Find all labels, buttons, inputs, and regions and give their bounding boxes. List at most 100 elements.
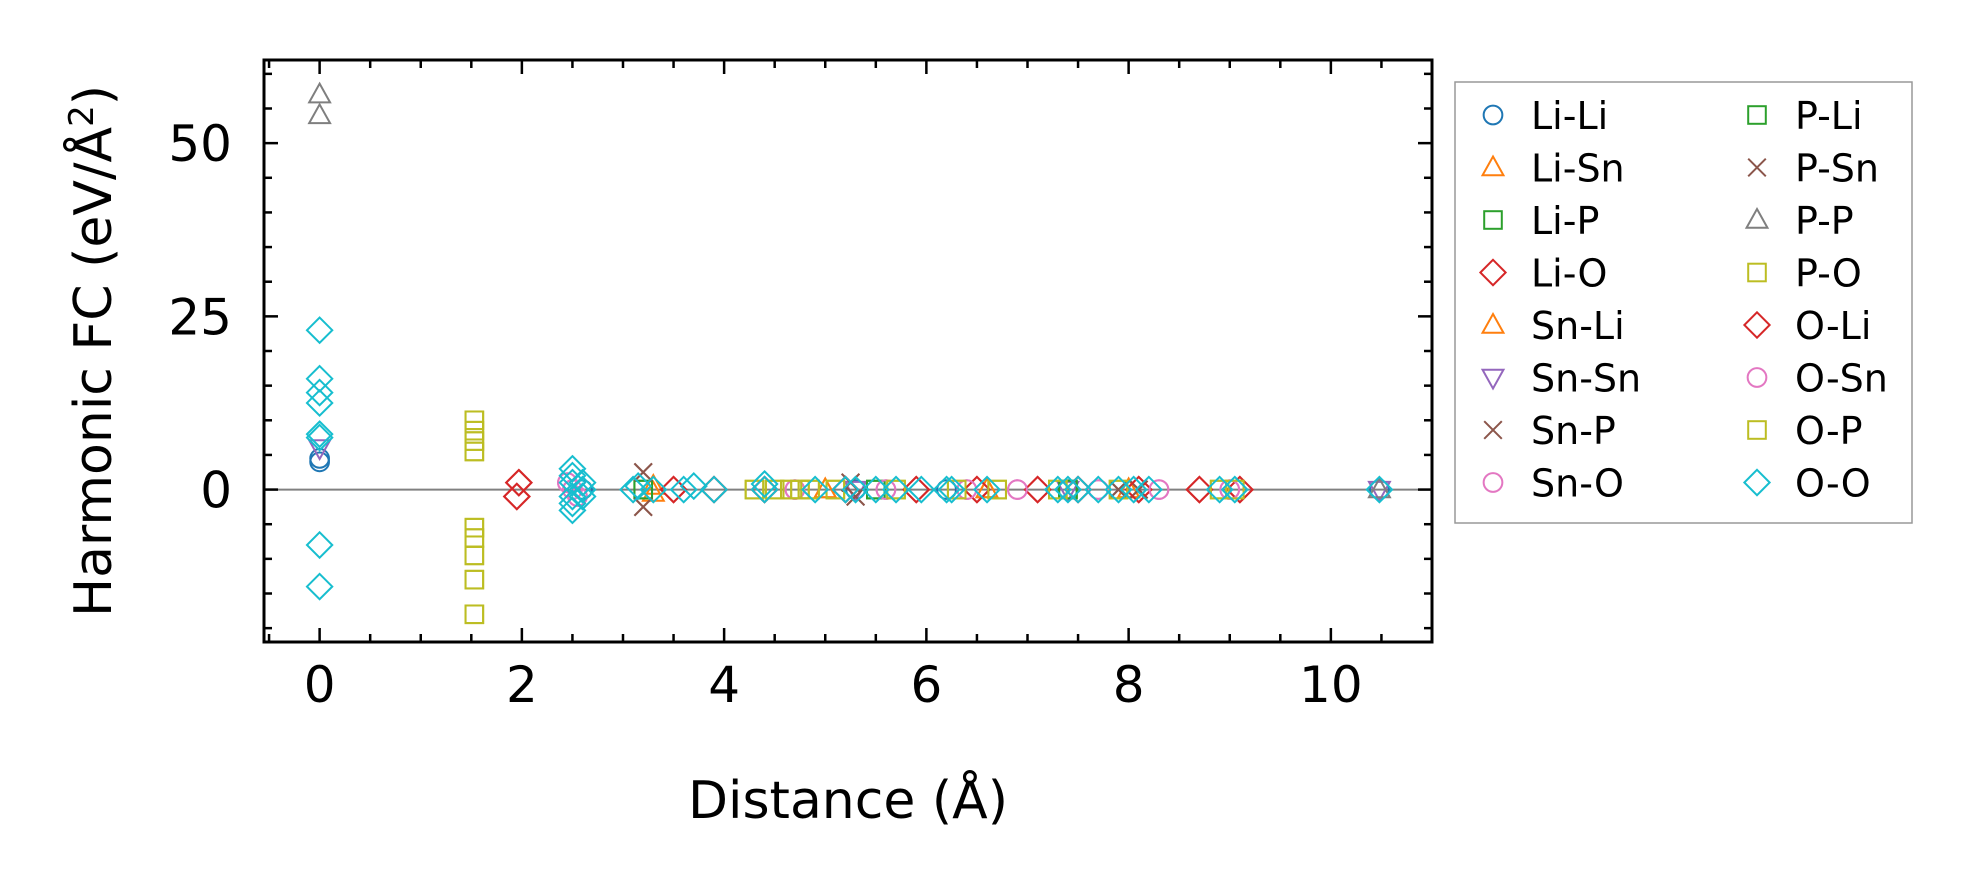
point-o-p (464, 431, 485, 451)
point-o-p (464, 569, 485, 590)
legend-marker-li-li (1482, 104, 1504, 126)
point-o-p (464, 420, 485, 441)
point-p-li (633, 479, 654, 500)
point-o-o (1134, 475, 1163, 504)
x-tick-label: 0 (304, 656, 336, 714)
axis-ticks: 0 2 4 6 8 10 0 25 50 (168, 60, 1432, 714)
legend-marker-sn-sn (1480, 368, 1506, 391)
point-o-li (1225, 475, 1254, 504)
point-o-o (639, 475, 668, 504)
legend-label-sn-p: Sn-P (1531, 409, 1616, 453)
legend-label-p-p: P-P (1795, 199, 1854, 243)
legend-label-li-li: Li-Li (1531, 94, 1608, 138)
point-o-o (305, 388, 334, 418)
point-o-p (987, 479, 1007, 500)
point-o-o (305, 572, 334, 601)
point-o-o (1053, 475, 1083, 504)
point-o-sn (1148, 479, 1170, 500)
point-o-o (1365, 475, 1394, 504)
legend-label-li-sn: Li-Sn (1531, 147, 1625, 191)
point-o-o (937, 475, 966, 504)
point-o-p (464, 604, 485, 625)
point-o-o (624, 472, 653, 501)
point-o-p (1209, 479, 1230, 500)
y-tick-label: 0 (200, 462, 232, 520)
point-o-o (831, 475, 860, 504)
point-o-o (1205, 475, 1234, 504)
point-p-o (464, 545, 485, 566)
point-p-sn (633, 462, 653, 482)
y-tick-label: 50 (168, 115, 232, 173)
point-o-o (669, 475, 698, 504)
point-o-li (962, 475, 991, 504)
legend-label-o-li: O-Li (1795, 304, 1871, 348)
point-o-o (305, 378, 334, 407)
point-o-o (1063, 475, 1093, 504)
point-p-o (464, 569, 485, 590)
legend-label-o-p: O-P (1795, 409, 1863, 453)
legend-marker-sn-li (1480, 311, 1506, 334)
point-o-sn (1087, 479, 1109, 500)
point-o-o (750, 475, 779, 504)
point-o-o (972, 475, 1002, 504)
x-tick-label: 8 (1113, 656, 1145, 714)
point-o-li (902, 475, 931, 504)
point-o-sn (875, 479, 897, 500)
legend-label-o-o: O-O (1795, 462, 1871, 506)
x-tick-label: 4 (708, 656, 740, 714)
x-axis-label: Distance (Å) (688, 769, 1008, 831)
scatter-marks (305, 81, 1394, 625)
point-p-o (464, 420, 485, 441)
point-o-li (1124, 475, 1153, 504)
legend-label-sn-o: Sn-O (1531, 462, 1624, 506)
series-o-p (464, 410, 1245, 625)
point-o-sn (956, 479, 978, 500)
point-o-li (1023, 475, 1052, 504)
series-p-o (464, 410, 1245, 625)
point-o-p (464, 545, 485, 566)
point-o-sn (1007, 479, 1028, 500)
legend-marker-p-sn (1747, 157, 1767, 178)
legend-marker-li-p (1483, 210, 1503, 230)
point-p-li (1058, 479, 1078, 500)
point-o-o (568, 482, 597, 511)
point-p-o (464, 528, 485, 548)
point-p-o (464, 441, 485, 462)
point-o-o (305, 420, 334, 449)
legend-marker-p-li (1747, 105, 1767, 125)
point-p-sn (846, 486, 866, 507)
point-p-o (464, 431, 485, 451)
point-sn-sn (1367, 480, 1392, 503)
point-p-o (464, 410, 485, 431)
point-o-o (841, 475, 870, 504)
legend-marker-sn-o (1482, 472, 1504, 493)
legend-marker-p-p (1744, 206, 1770, 229)
legend-marker-o-p (1747, 420, 1767, 440)
series-p-p (307, 81, 1392, 499)
point-o-p (1225, 479, 1245, 500)
point-o-p (464, 410, 485, 431)
point-o-p (780, 479, 800, 500)
legend-marker-li-sn (1480, 154, 1506, 177)
plot-frame (262, 58, 1434, 644)
point-o-o (305, 423, 334, 452)
x-tick-label: 10 (1299, 656, 1363, 714)
point-li-li (936, 479, 957, 500)
point-o-o (881, 475, 911, 504)
point-o-o (907, 475, 936, 504)
point-o-li (1185, 475, 1214, 504)
point-p-p (1367, 476, 1392, 499)
point-o-o (1043, 475, 1072, 504)
point-o-o (1084, 475, 1113, 504)
x-tick-label: 2 (506, 656, 538, 714)
legend-label-sn-li: Sn-Li (1531, 304, 1625, 348)
point-o-li (502, 482, 531, 511)
point-sn-li (813, 476, 838, 499)
legend-label-li-o: Li-O (1531, 252, 1607, 296)
point-o-o (568, 468, 597, 497)
legend-marker-o-sn (1746, 367, 1768, 388)
point-p-o (464, 517, 485, 538)
point-o-li (504, 468, 533, 497)
point-o-p (464, 528, 485, 548)
